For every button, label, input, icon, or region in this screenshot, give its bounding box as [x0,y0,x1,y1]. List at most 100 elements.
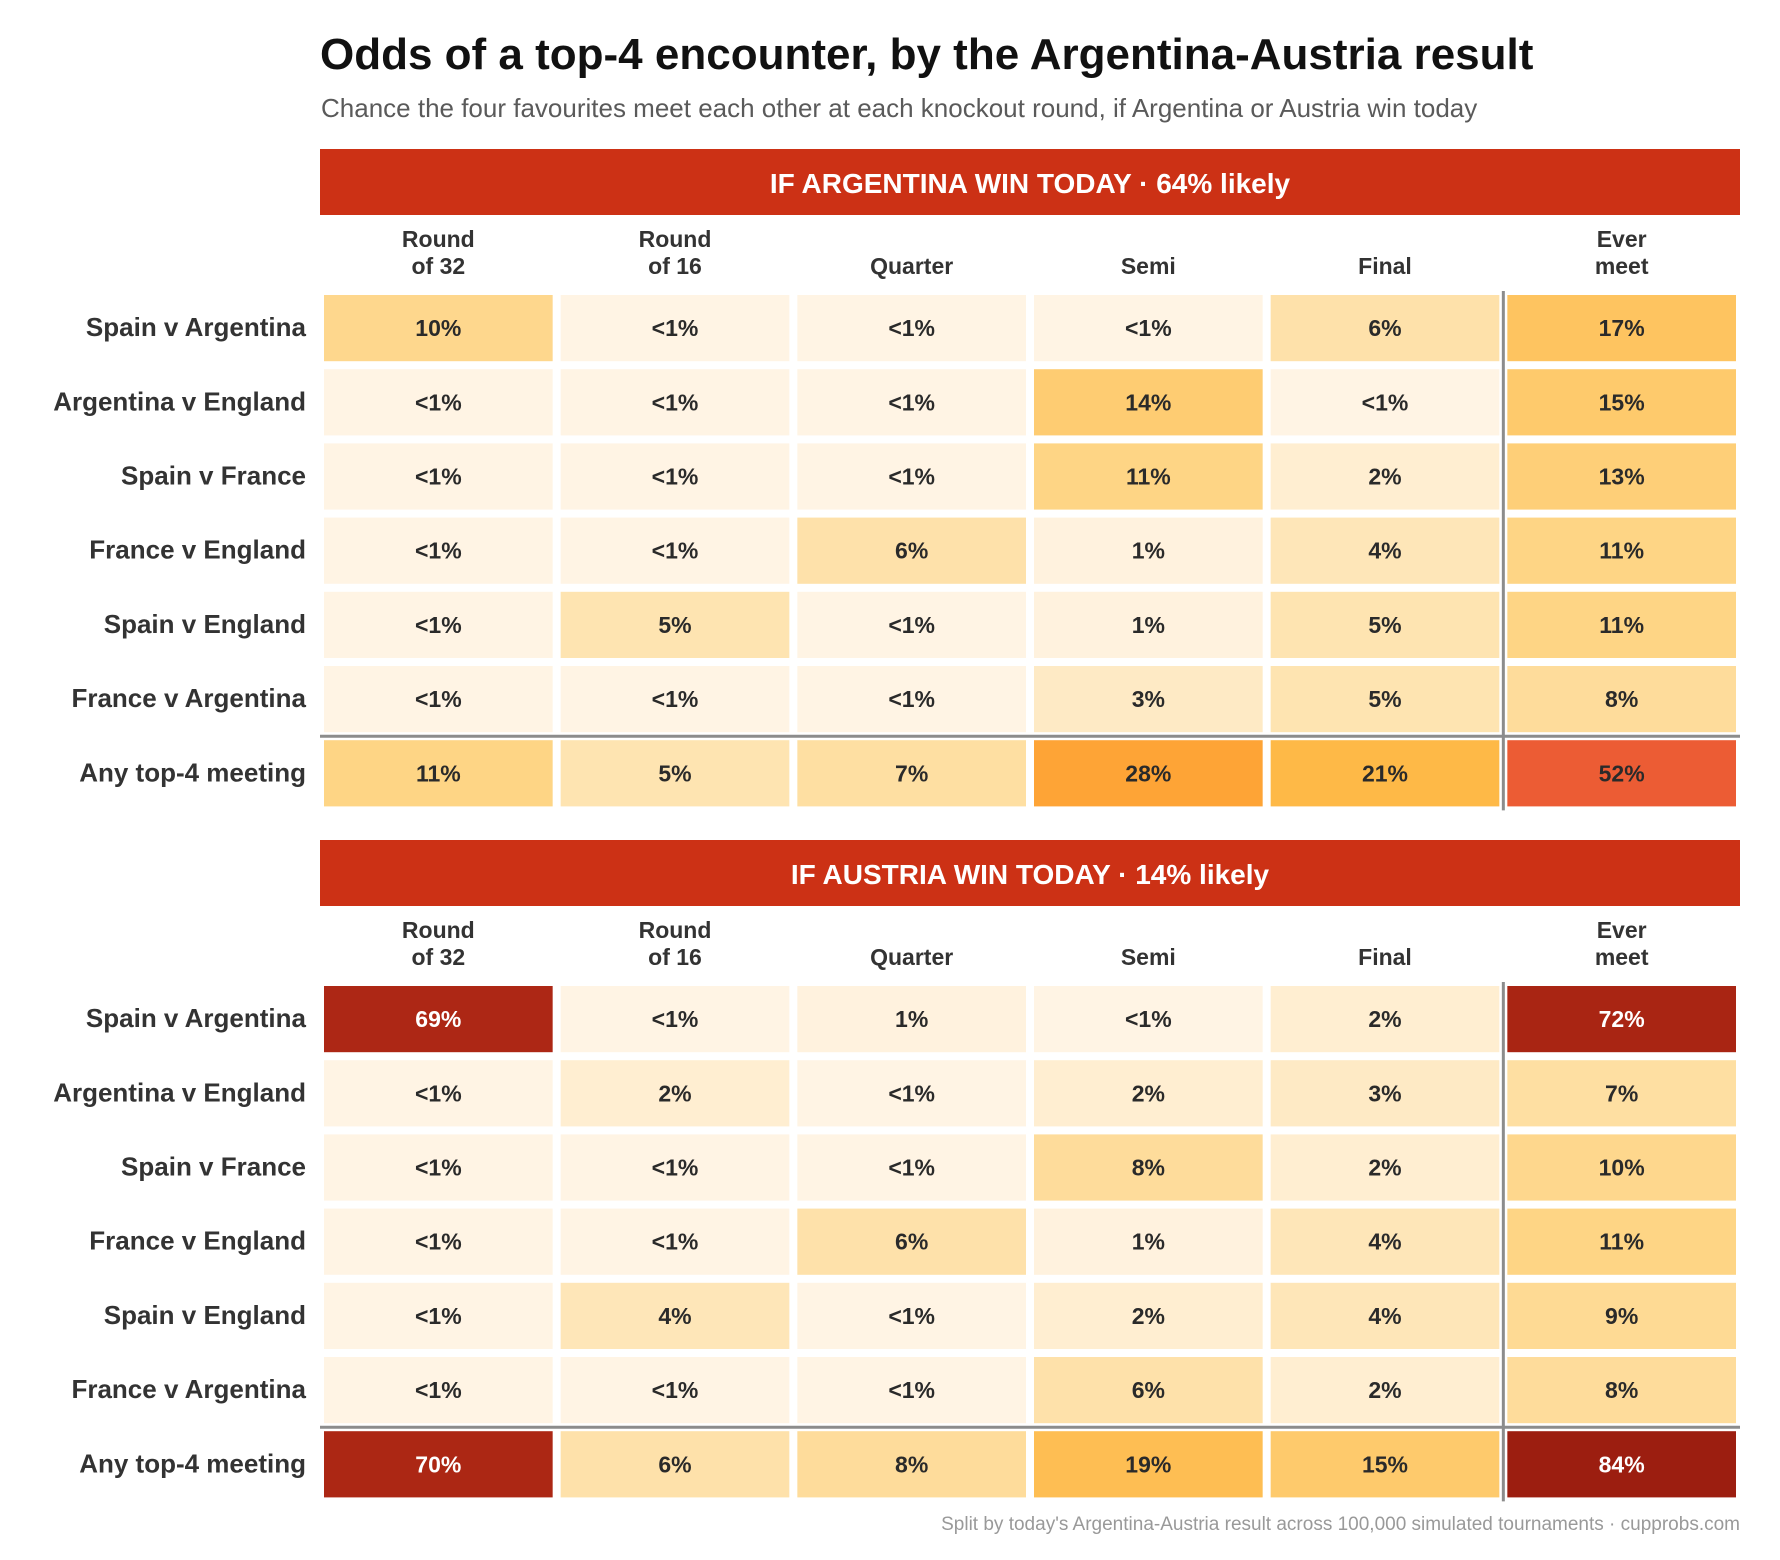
cell-value-label: 11% [1599,538,1644,564]
column-header: Ever meet [1595,226,1649,279]
heatmap-cell [1034,443,1263,510]
heatmap-cell [560,591,790,658]
heatmap-cell [1270,740,1500,807]
row-label: Any top-4 meeting [79,1448,306,1478]
heatmap-cell [1034,1357,1263,1424]
cell-value-label: <1% [888,686,935,712]
panel-banner [320,149,1740,215]
heatmap-cell [560,1134,790,1201]
heatmap-cell [1270,295,1500,362]
cell-value-label: 6% [1132,1377,1165,1403]
cell-value-label: 10% [415,315,461,341]
source-footer: Split by today's Argentina-Austria resul… [941,1514,1740,1535]
heatmap-cell [1507,740,1736,807]
cell-value-label: <1% [888,315,935,341]
cell-value-label: <1% [415,1303,462,1329]
heatmap-cell [797,1208,1026,1275]
heatmap-cell [560,740,790,807]
column-header: Ever meet [1595,917,1649,970]
cell-value-label: 8% [1132,1155,1165,1181]
cell-value-label: <1% [1362,389,1409,415]
heatmap-cell [1034,295,1263,362]
cell-value-label: <1% [415,1155,462,1181]
heatmap-cell [1270,1357,1500,1424]
row-label: Spain v England [104,1300,306,1330]
cell-value-label: 8% [895,1451,928,1477]
heatmap-cell [797,1431,1026,1498]
heatmap-cell [324,295,553,362]
heatmap-cell [1270,369,1500,436]
heatmap-cell [797,986,1026,1053]
cell-value-label: <1% [888,464,935,490]
cell-value-label: <1% [888,1377,935,1403]
cell-value-label: <1% [652,315,699,341]
cell-value-label: 2% [1132,1080,1165,1106]
column-header: Semi [1121,253,1176,279]
heatmap-cell [1270,1060,1500,1127]
heatmap-cell [1507,443,1736,510]
heatmap-cell [1034,369,1263,436]
cell-value-label: <1% [888,1303,935,1329]
cell-value-label: 3% [1368,1080,1401,1106]
heatmap-cell [797,1357,1026,1424]
heatmap-cell [560,369,790,436]
cell-value-label: <1% [652,1229,699,1255]
heatmap-cell [797,591,1026,658]
heatmap-cell [1270,443,1500,510]
cell-value-label: 2% [1132,1303,1165,1329]
cell-value-label: <1% [888,1080,935,1106]
column-header: Quarter [870,253,953,279]
cell-value-label: 15% [1362,1451,1408,1477]
heatmap-cell [797,1060,1026,1127]
heatmap-cell [1034,740,1263,807]
row-label: Spain v Argentina [86,1003,307,1033]
chart-subtitle: Chance the four favourites meet each oth… [321,93,1478,123]
cell-value-label: <1% [652,686,699,712]
heatmap-cell [1270,517,1500,584]
heatmap-cell [324,1208,553,1275]
row-label: Spain v France [121,1152,306,1182]
cell-value-label: <1% [652,1155,699,1181]
cell-value-label: 5% [658,760,691,786]
heatmap-cell [797,443,1026,510]
heatmap-cell [797,740,1026,807]
heatmap-cell [560,1060,790,1127]
heatmap-cell [324,986,553,1053]
heatmap-cell [1507,986,1736,1053]
heatmap-cell [324,591,553,658]
cell-value-label: 2% [1368,1155,1401,1181]
cell-value-label: 4% [1368,538,1401,564]
cell-value-label: <1% [415,389,462,415]
cell-value-label: <1% [415,612,462,638]
cell-value-label: 9% [1605,1303,1638,1329]
chart-title: Odds of a top-4 encounter, by the Argent… [320,30,1534,79]
column-header: Round of 32 [402,226,475,279]
cell-value-label: 4% [658,1303,691,1329]
heatmap-cell [1270,1282,1500,1349]
cell-value-label: <1% [652,389,699,415]
cell-value-label: 5% [1368,686,1401,712]
panel-title: IF ARGENTINA WIN TODAY · 64% likely [770,168,1291,199]
heatmap-cell [560,295,790,362]
cell-value-label: 6% [895,1229,928,1255]
panel-banner [320,840,1740,906]
heatmap-cell [797,1282,1026,1349]
heatmap-cell [560,443,790,510]
cell-value-label: 13% [1599,464,1645,490]
row-label: Spain v France [121,461,306,491]
cell-value-label: <1% [888,1155,935,1181]
row-label: Any top-4 meeting [79,757,306,787]
heatmap-cell [1507,295,1736,362]
heatmap-cell [560,1282,790,1349]
cell-value-label: <1% [1125,1006,1172,1032]
cell-value-label: 19% [1125,1451,1171,1477]
column-header: Round of 16 [639,917,712,970]
heatmap-cell [324,740,553,807]
heatmap-cell [560,1357,790,1424]
cell-value-label: 11% [1599,612,1644,638]
heatmap-cell [1270,1208,1500,1275]
heatmap-cell [1507,1208,1736,1275]
cell-value-label: 28% [1125,760,1171,786]
cell-value-label: 14% [1125,389,1171,415]
